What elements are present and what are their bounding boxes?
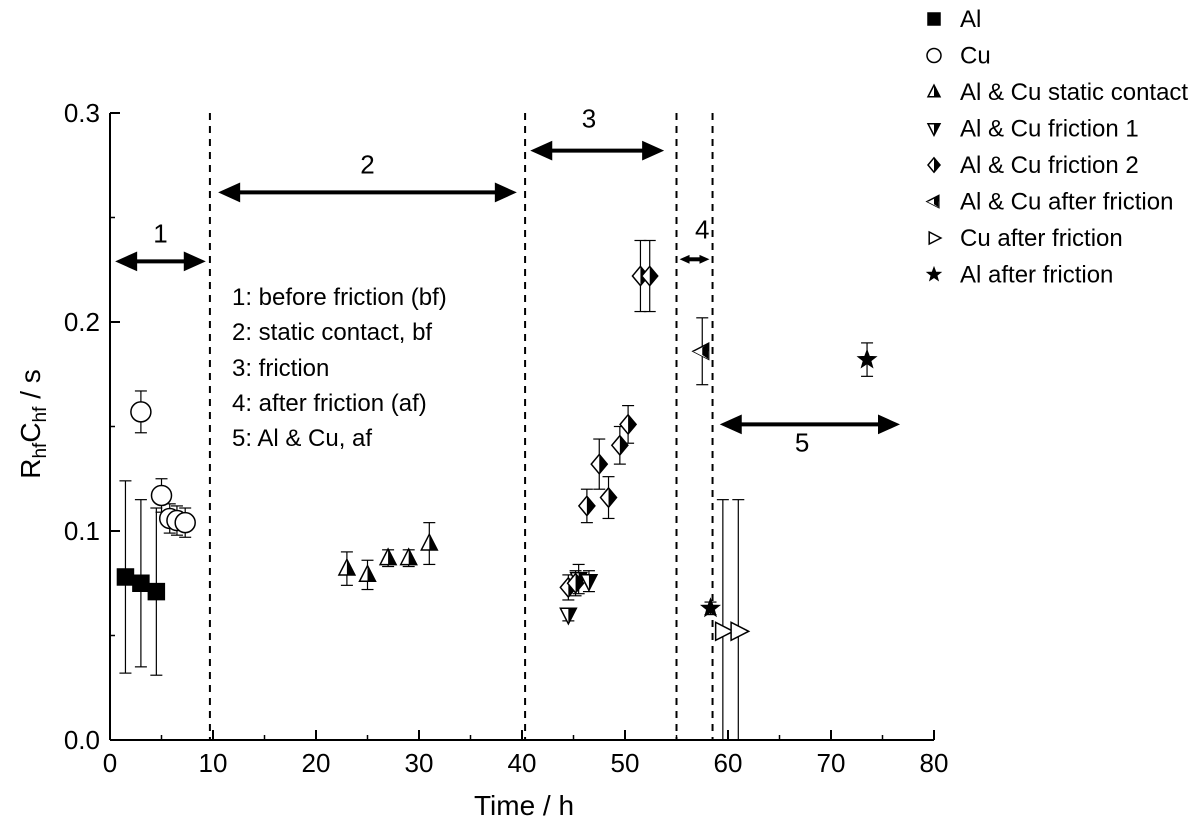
region-dividers	[208, 113, 714, 740]
marker-al-cu-friction-2	[577, 495, 596, 517]
marker-al-after-friction	[856, 348, 878, 369]
y-tick-label: 0.0	[64, 725, 100, 755]
marker-al-cu-friction-2	[599, 486, 618, 509]
region-arrow-head-right	[494, 182, 517, 203]
marker-al-cu-friction-2	[610, 434, 629, 457]
marker-al-cu-after-friction	[691, 342, 710, 361]
legend-marker-cu	[926, 47, 942, 64]
region-label: 5	[795, 428, 809, 458]
legend-marker-al-cu-after-friction	[925, 194, 940, 209]
legend-label-al: Al	[960, 6, 981, 33]
region-arrow-head-left	[719, 414, 742, 435]
legend-marker-al-cu-friction-1	[926, 122, 942, 138]
marker-al	[132, 574, 150, 592]
legend-marker-cu-after-friction	[928, 230, 943, 246]
region-notes: 1: before friction (bf) 2: static contac…	[232, 284, 447, 452]
marker-al-cu-friction-2	[640, 265, 659, 287]
marker-al-after-friction	[699, 597, 721, 618]
marker-al-cu-friction-1	[579, 574, 599, 593]
legend-marker-al-cu-friction-2	[927, 156, 941, 174]
marker-al-cu-static-contact	[358, 564, 377, 583]
region-label: 1	[153, 219, 167, 249]
note-4: 4: after friction (af)	[232, 390, 427, 417]
marker-al-cu-friction-2	[590, 453, 609, 475]
x-tick-label: 20	[302, 748, 331, 778]
y-tick-label: 0.3	[64, 98, 100, 128]
region-arrow-head-left	[218, 182, 241, 203]
marker-al-cu-friction-2	[619, 413, 638, 436]
region-label: 4	[695, 214, 709, 244]
data-markers	[116, 265, 878, 642]
x-tick-label: 30	[405, 748, 434, 778]
marker-al-cu-friction-2	[566, 572, 585, 595]
region-arrow-head-right	[699, 254, 710, 264]
region-arrow-head-left	[530, 140, 553, 161]
legend-label-al-cu-friction-2: Al & Cu friction 2	[960, 152, 1139, 179]
x-tick-label: 60	[714, 748, 743, 778]
legend-label-al-after-friction: Al after friction	[960, 262, 1113, 289]
region-arrow-head-right	[642, 140, 665, 161]
x-tick-label: 80	[920, 748, 949, 778]
legend-label-al-cu-after-friction: Al & Cu after friction	[960, 189, 1173, 216]
legend-label-cu: Cu	[960, 43, 991, 70]
x-tick-label: 40	[508, 748, 537, 778]
y-axis-title: RhfChf / s	[15, 369, 51, 479]
region-arrows: 1 2 3 4 5	[115, 104, 901, 458]
region-arrow-head-left	[115, 251, 138, 272]
legend-marker-al	[927, 12, 941, 26]
legend-label-al-cu-static-contact: Al & Cu static contact	[960, 79, 1188, 106]
region-label: 3	[582, 104, 596, 134]
marker-al-cu-static-contact	[420, 532, 439, 551]
marker-al-cu-static-contact	[337, 557, 357, 576]
note-5: 5: Al & Cu, af	[232, 425, 372, 452]
x-tick-label: 50	[611, 748, 640, 778]
x-tick-label: 10	[199, 748, 228, 778]
legend-marker-al-cu-static-contact	[926, 83, 942, 98]
y-tick-label: 0.1	[64, 516, 100, 546]
region-arrow-head-left	[679, 254, 690, 264]
region-arrow-head-right	[183, 251, 206, 272]
marker-al-cu-static-contact	[399, 547, 418, 566]
marker-al-cu-friction-1	[559, 607, 578, 626]
marker-al-cu-static-contact	[378, 547, 398, 566]
note-2: 2: static contact, bf	[232, 319, 432, 346]
marker-cu-after-friction	[714, 621, 735, 642]
marker-cu	[150, 484, 173, 507]
legend-marker-al-after-friction	[925, 265, 943, 282]
marker-cu	[174, 511, 196, 534]
y-tick-label: 0.2	[64, 307, 100, 337]
legend-label-cu-after-friction: Cu after friction	[960, 225, 1123, 252]
y-axis: 0.0 0.1 0.2 0.3	[64, 98, 120, 755]
x-tick-label: 70	[817, 748, 846, 778]
legend-label-al-cu-friction-1: Al & Cu friction 1	[960, 116, 1139, 143]
legend: Al Cu Al & Cu static contact Al & Cu fricti…	[925, 6, 1188, 289]
error-bars	[119, 239, 874, 740]
x-axis-title: Time / h	[474, 790, 574, 821]
marker-al	[147, 582, 166, 601]
marker-al	[116, 568, 135, 586]
x-tick-label: 0	[103, 748, 117, 778]
region-label: 2	[360, 150, 374, 180]
note-1: 1: before friction (bf)	[232, 284, 447, 311]
marker-cu-after-friction	[730, 621, 751, 642]
x-axis: 0 10 20 30 40 50 60 70 80	[103, 730, 949, 778]
note-3: 3: friction	[232, 355, 329, 382]
marker-cu	[130, 401, 152, 423]
region-arrow-head-right	[878, 414, 901, 435]
